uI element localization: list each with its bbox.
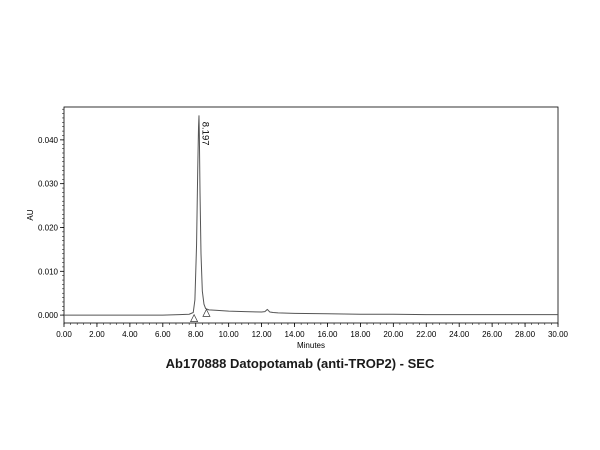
x-tick-label: 6.00 bbox=[155, 330, 171, 339]
peak-label: 8.197 bbox=[199, 122, 210, 146]
x-tick-label: 8.00 bbox=[188, 330, 204, 339]
plot-area-frame bbox=[63, 106, 559, 324]
y-axis-ticks bbox=[60, 108, 64, 316]
y-tick-label: 0.030 bbox=[38, 180, 59, 189]
y-axis-label: AU bbox=[26, 209, 35, 220]
peak-annotation-layer: 8.197 bbox=[199, 122, 210, 146]
integration-marker bbox=[190, 313, 199, 322]
x-tick-label: 28.00 bbox=[515, 330, 536, 339]
x-axis-label: Minutes bbox=[297, 341, 325, 350]
y-axis-tick-labels: 0.000 0.010 0.020 0.030 0.040 bbox=[38, 136, 59, 320]
y-tick-label: 0.020 bbox=[38, 223, 59, 232]
x-tick-label: 20.00 bbox=[383, 330, 404, 339]
integration-marker-layer bbox=[190, 308, 211, 322]
x-tick-label: 16.00 bbox=[317, 330, 338, 339]
x-tick-label: 12.00 bbox=[252, 330, 273, 339]
x-axis-tick-labels: 0.00 2.00 4.00 6.00 8.00 10.00 12.00 14.00 16.00… bbox=[56, 330, 568, 339]
x-tick-label: 4.00 bbox=[122, 330, 138, 339]
x-tick-label: 0.00 bbox=[56, 330, 72, 339]
x-tick-label: 14.00 bbox=[285, 330, 306, 339]
y-tick-label: 0.010 bbox=[38, 267, 59, 276]
x-tick-label: 22.00 bbox=[416, 330, 437, 339]
series-line-0 bbox=[64, 115, 558, 316]
integration-marker bbox=[202, 308, 211, 317]
x-tick-label: 26.00 bbox=[482, 330, 503, 339]
x-tick-label: 24.00 bbox=[449, 330, 470, 339]
x-tick-label: 10.00 bbox=[219, 330, 240, 339]
y-tick-label: 0.040 bbox=[38, 136, 59, 145]
chromatogram-chart: 0.00 2.00 4.00 6.00 8.00 10.00 12.00 14.00 16.00… bbox=[26, 106, 569, 350]
x-tick-label: 18.00 bbox=[350, 330, 371, 339]
y-tick-label: 0.000 bbox=[38, 311, 59, 320]
x-tick-label: 2.00 bbox=[89, 330, 105, 339]
series-layer bbox=[64, 115, 558, 316]
x-axis-ticks bbox=[63, 323, 559, 327]
figure-caption: Ab170888 Datopotamab (anti-TROP2) - SEC bbox=[165, 356, 435, 371]
x-tick-label: 30.00 bbox=[548, 330, 569, 339]
